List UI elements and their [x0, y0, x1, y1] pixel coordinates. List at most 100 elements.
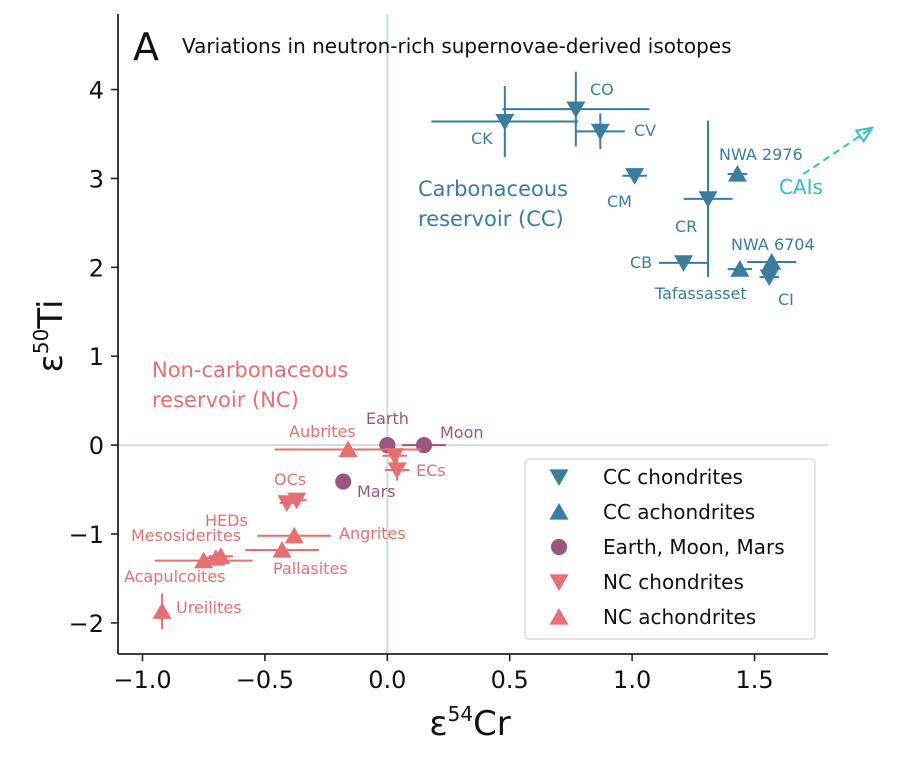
tri-up-marker: [730, 260, 750, 277]
y-ticks: −2 −1 0 1 2 3 4: [69, 77, 118, 638]
tri-up-marker: [284, 526, 304, 544]
point-label-ck: CK: [471, 129, 493, 148]
circle-marker: [415, 437, 433, 454]
legend-tri-up-marker: [549, 502, 569, 520]
tri-down-marker: [385, 448, 405, 465]
y-tick-label: 2: [89, 254, 104, 282]
legend-label: NC achondrites: [603, 605, 756, 629]
y-tick-label: −2: [69, 610, 104, 638]
axes: [117, 14, 828, 655]
tri-down-marker: [277, 495, 297, 512]
legend-tri-down-marker: [549, 574, 569, 592]
point-label-cb: CB: [630, 253, 652, 272]
data-point-mesosiderites: [208, 547, 234, 564]
legend-tri-down-marker: [549, 469, 569, 487]
cai-arrow-line: [802, 126, 873, 175]
tri-up-marker: [338, 440, 358, 458]
legend-label: CC chondrites: [603, 465, 743, 489]
point-label-cm: CM: [607, 192, 632, 211]
tri-down-marker: [590, 123, 610, 141]
legend-item-nc-chondrites: NC chondrites: [549, 570, 744, 594]
tri-down-marker: [387, 462, 407, 480]
data-point-nc-chondrites: [277, 495, 297, 512]
data-point-ck: [431, 86, 579, 158]
legend-circle-marker: [550, 538, 568, 556]
tri-down-marker: [625, 168, 645, 185]
data-point-mars: [335, 473, 352, 490]
legend-label: Earth, Moon, Mars: [603, 535, 785, 559]
data-point-cb: [659, 255, 709, 272]
data-point-nwa-2976: [727, 164, 748, 182]
data-point-cv: [575, 113, 625, 150]
point-label-nwa-6704: NWA 6704: [731, 235, 815, 254]
zero-lines: [118, 14, 828, 654]
legend-label: NC chondrites: [603, 570, 744, 594]
cai-arrow-head: [854, 126, 875, 144]
tri-up-marker: [727, 164, 747, 182]
y-tick-label: −1: [69, 521, 104, 549]
data-point-aubrites: [274, 440, 422, 458]
tri-down-marker: [759, 269, 779, 287]
x-tick-label: 0.0: [368, 666, 406, 694]
legend-item-cc-chondrites: CC chondrites: [549, 465, 743, 489]
circle-marker: [335, 473, 352, 490]
data-point-co: [502, 71, 650, 147]
data-point-nc-chondrites: [382, 448, 407, 465]
point-label-pallasites: Pallasites: [273, 559, 348, 578]
cc-reservoir-label-line1: Carbonaceous: [418, 177, 568, 201]
tri-up-marker: [272, 540, 292, 558]
point-label-aubrites: Aubrites: [289, 422, 356, 441]
x-tick-label: 0.5: [491, 666, 529, 694]
legend-item-nc-achondrites: NC achondrites: [549, 605, 756, 629]
legend-box: [524, 458, 816, 640]
data-point-tafassasset: [727, 260, 753, 277]
x-axis-label: ε54Cr: [429, 702, 511, 744]
nc-reservoir-label-line1: Non-carbonaceous: [152, 358, 348, 382]
tri-up-marker: [194, 551, 214, 569]
data-point-pallasites: [245, 540, 319, 558]
data-point-ecs: [384, 459, 410, 481]
point-label-ureilites: Ureilites: [176, 598, 242, 617]
point-label-acapulcoites: Acapulcoites: [124, 567, 226, 586]
x-tick-label: −1.0: [113, 666, 171, 694]
point-label-ci: CI: [778, 290, 794, 309]
point-label-ocs: OCs: [274, 470, 306, 489]
point-label-co: CO: [590, 80, 614, 99]
legend-label: CC achondrites: [603, 500, 755, 524]
cai-label: CAIs: [779, 175, 823, 199]
tri-down-marker: [698, 191, 718, 208]
tri-down-marker: [566, 101, 586, 119]
data-point-acapulcoites: [154, 551, 253, 569]
tri-up-marker: [762, 252, 782, 270]
y-axis-label: ε50Ti: [29, 299, 71, 372]
point-label-tafassasset: Tafassasset: [654, 284, 747, 303]
chart-title: Variations in neutron-rich supernovae-de…: [182, 34, 732, 58]
y-tick-label: 4: [89, 77, 104, 105]
point-label-cr: CR: [675, 217, 697, 236]
point-label-angrites: Angrites: [339, 524, 406, 543]
data-point-cr: [683, 120, 733, 278]
point-label-moon: Moon: [440, 423, 484, 442]
point-labels: CO CK CV CM CR CB CI NWA 2976 NWA 6704 Tafassasse…: [124, 80, 815, 617]
data-point-nwa-6704: [747, 252, 797, 270]
cc-reservoir-label-line2: reservoir (CC): [418, 207, 564, 231]
tri-up-marker: [211, 547, 231, 564]
data-point-angrites: [257, 526, 331, 544]
y-tick-label: 1: [89, 343, 104, 371]
point-label-nwa-2976: NWA 2976: [719, 145, 803, 164]
point-label-heds: HEDs: [205, 511, 248, 530]
legend-item-earth-moon-mars: Earth, Moon, Mars: [550, 535, 785, 559]
nc-reservoir-label-line2: reservoir (NC): [152, 388, 299, 412]
x-tick-label: −0.5: [236, 666, 294, 694]
x-ticks: −1.0 −0.5 0.0 0.5 1.0 1.5: [113, 654, 774, 694]
tri-down-marker: [495, 113, 515, 131]
point-label-ecs: ECs: [416, 461, 446, 480]
point-label-earth: Earth: [366, 409, 409, 428]
legend-tri-up-marker: [549, 607, 569, 625]
x-tick-label: 1.5: [735, 666, 773, 694]
data-points: [152, 71, 797, 630]
point-label-mesosiderites: Mesosiderites: [131, 526, 241, 545]
tri-up-marker: [152, 602, 172, 619]
y-tick-label: 3: [89, 165, 104, 193]
